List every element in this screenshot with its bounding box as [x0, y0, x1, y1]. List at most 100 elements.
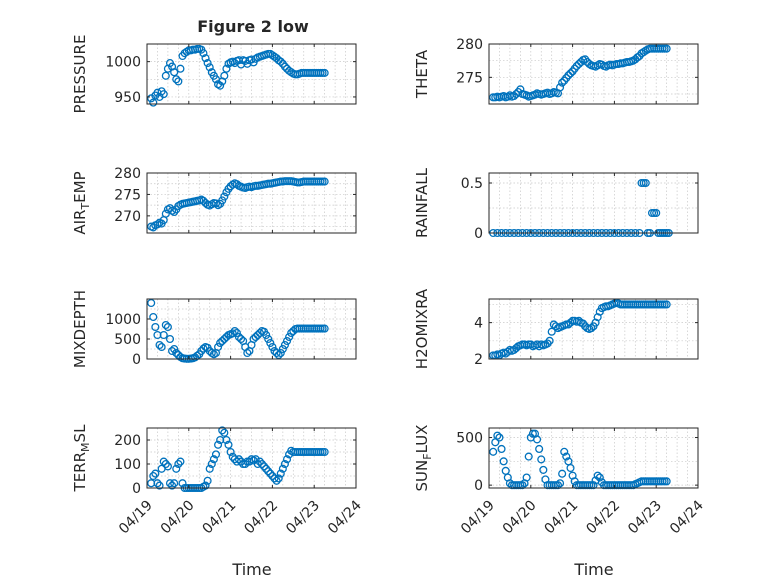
data-marker [161, 459, 170, 469]
data-marker [165, 334, 175, 344]
marker-series [489, 429, 671, 490]
data-marker [230, 326, 239, 336]
data-marker [234, 332, 244, 342]
data-marker [218, 196, 227, 205]
subplot-pressure: 950 1000 PRESSURE [71, 35, 357, 113]
data-marker [274, 350, 283, 360]
data-marker [157, 342, 166, 352]
data-marker [255, 457, 264, 466]
data-marker [224, 440, 233, 449]
data-marker [558, 78, 567, 87]
data-marker [149, 98, 158, 107]
data-marker [574, 59, 583, 69]
data-marker [214, 440, 223, 449]
subplot-air-temp: 270 275 280 AIRTEMP [71, 166, 357, 235]
data-marker [211, 450, 221, 459]
data-marker [241, 459, 250, 469]
data-marker [282, 455, 292, 464]
y-tick-label: 280 [456, 37, 483, 53]
data-marker [562, 452, 571, 461]
data-marker [251, 332, 260, 342]
data-marker [545, 336, 554, 345]
data-marker [153, 220, 162, 229]
data-marker [499, 457, 508, 466]
data-marker [172, 75, 181, 84]
marker-series [147, 298, 329, 363]
y-tick-label: 0 [132, 481, 141, 497]
data-marker [276, 57, 285, 66]
y-axis-label: THETA [413, 49, 431, 99]
data-marker [216, 338, 225, 348]
data-marker [593, 471, 602, 480]
data-marker [272, 348, 281, 358]
y-tick-label: 0.5 [461, 176, 483, 192]
axes-box [146, 298, 357, 360]
x-axis-label-right: Time [573, 560, 613, 579]
data-marker [159, 330, 168, 340]
data-marker [652, 208, 661, 218]
data-marker [251, 455, 260, 464]
data-marker [178, 479, 187, 488]
plot-area [489, 173, 698, 233]
data-marker [516, 85, 525, 94]
y-tick-label: 950 [114, 90, 141, 106]
data-marker [218, 426, 227, 435]
y-axis-label: RAINFALL [413, 167, 431, 238]
data-marker [264, 467, 273, 476]
y-tick-label: 200 [114, 433, 141, 449]
y-axis-label: MIXDEPTH [71, 290, 89, 368]
data-marker [535, 444, 544, 454]
data-marker [165, 479, 175, 488]
data-marker [589, 481, 598, 490]
data-marker [222, 435, 231, 445]
data-marker [533, 435, 542, 444]
y-tick-label: 4 [474, 316, 483, 332]
data-marker [170, 344, 179, 354]
data-marker [560, 447, 569, 456]
data-marker [285, 332, 294, 342]
data-marker [151, 469, 160, 478]
data-marker [147, 298, 156, 308]
data-marker [595, 473, 604, 482]
data-marker [216, 81, 225, 90]
data-marker [566, 463, 575, 473]
y-tick-label: 1000 [105, 312, 141, 328]
y-tick-label: 280 [114, 166, 141, 182]
data-marker [161, 71, 170, 80]
y-tick-label: 0 [132, 352, 141, 368]
data-marker [262, 330, 271, 340]
data-marker [276, 348, 285, 358]
axes-box [488, 43, 699, 105]
y-axis-label: TERRMSL [71, 424, 92, 493]
data-marker [641, 178, 650, 188]
data-marker [287, 328, 296, 338]
data-marker [237, 334, 246, 344]
data-marker [572, 61, 581, 71]
data-marker [266, 469, 275, 478]
data-marker [495, 433, 504, 442]
subplot-mixdepth: 0 500 1000 MIXDEPTH [71, 290, 357, 368]
data-marker [170, 68, 179, 77]
subplot-h2omixra: 2 4 H2OMIXRA [413, 288, 699, 369]
data-marker [234, 455, 244, 464]
y-tick-label: 270 [114, 209, 141, 225]
marker-series [489, 44, 671, 102]
data-marker [262, 464, 271, 473]
data-marker [558, 469, 567, 478]
y-tick-label: 500 [114, 332, 141, 348]
data-marker [522, 473, 531, 482]
data-marker [199, 49, 208, 58]
data-marker [272, 476, 281, 485]
y-tick-label: 500 [456, 431, 483, 447]
data-marker [274, 474, 283, 483]
data-marker [566, 69, 575, 78]
data-marker [662, 477, 671, 486]
data-marker [253, 330, 262, 340]
data-marker [161, 209, 170, 218]
data-marker [493, 431, 502, 440]
data-marker [228, 329, 237, 338]
y-axis-label: SUNFLUX [413, 425, 434, 492]
data-marker [176, 457, 185, 466]
data-marker [510, 91, 519, 101]
